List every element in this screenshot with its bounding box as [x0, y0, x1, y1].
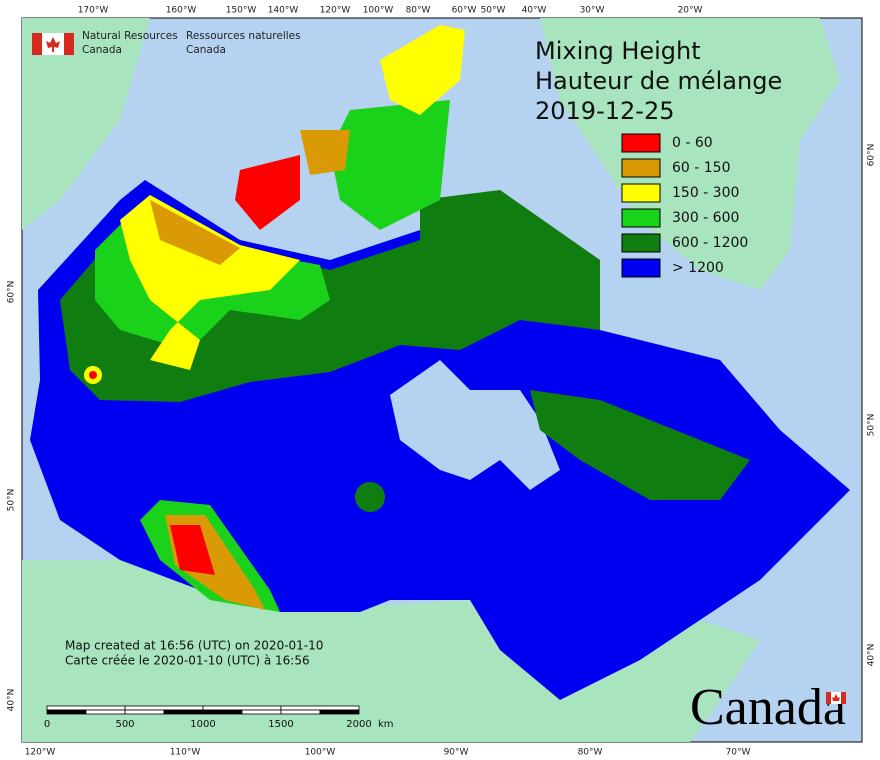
wordmark-flag [826, 692, 846, 704]
zone-area [89, 371, 97, 379]
scale-segment [124, 709, 165, 715]
legend: 0 - 60 60 - 150 150 - 300 300 - 600 600 - 12… [621, 133, 748, 278]
hudson-bay [390, 360, 560, 490]
zone-area [235, 155, 300, 230]
scale-label: 2000 [346, 719, 371, 730]
scale-segment [319, 709, 360, 715]
scale-segment [85, 709, 126, 715]
scale-segment [280, 709, 321, 715]
legend-swatch [621, 133, 661, 153]
graticule-label: 50°W [481, 6, 506, 16]
org-name: Canada [82, 44, 122, 56]
zone-area [530, 390, 750, 500]
org-name: Natural Resources [82, 30, 178, 42]
graticule-label: 100°W [305, 748, 336, 758]
legend-label: 600 - 1200 [672, 235, 748, 251]
scale-segment [163, 709, 204, 715]
scale-segment [46, 709, 87, 715]
graticule-label: 30°W [580, 6, 605, 16]
legend-label: 300 - 600 [672, 210, 739, 226]
zone-area [150, 200, 240, 265]
graticule-label: 170°W [78, 6, 109, 16]
graticule-label: 50°N [7, 489, 17, 512]
legend-swatch [621, 233, 661, 253]
scale-label: 0 [44, 719, 50, 730]
nrcan-flag [32, 33, 74, 55]
graticule-label: 110°W [170, 748, 201, 758]
graticule-label: 50°N [867, 414, 877, 437]
scale-segment [241, 709, 282, 715]
legend-swatch [621, 208, 661, 228]
note: Map created at 16:56 (UTC) on 2020-01-10 [65, 639, 323, 653]
scale-segment [46, 705, 126, 711]
graticule-label: 90°W [444, 748, 469, 758]
graticule-label: 120°W [320, 6, 351, 16]
graticule-label: 40°N [867, 644, 877, 667]
graticule-label: 40°N [7, 689, 17, 712]
graticule-label: 140°W [268, 6, 299, 16]
legend-label: 0 - 60 [672, 135, 713, 151]
scale-segment [202, 709, 243, 715]
us-land [22, 560, 760, 742]
zone-area [355, 482, 385, 512]
graticule-label: 120°W [25, 748, 56, 758]
org-name: Canada [186, 44, 226, 56]
note: Carte créée le 2020-01-10 (UTC) à 16:56 [65, 654, 310, 668]
graticule-label: 40°W [522, 6, 547, 16]
zone-area [300, 130, 350, 175]
graticule-label: 60°N [867, 144, 877, 167]
alaska-land [22, 18, 150, 230]
zone-area [380, 25, 465, 115]
scale-segment [202, 705, 282, 711]
graticule-label: 150°W [226, 6, 257, 16]
legend-label: 60 - 150 [672, 160, 731, 176]
scale-unit: km [378, 719, 394, 730]
map-date: 2019-12-25 [535, 97, 674, 125]
scale-label: 500 [115, 719, 134, 730]
graticule-label: 160°W [166, 6, 197, 16]
scale-segment [280, 705, 360, 711]
legend-label: 150 - 300 [672, 185, 739, 201]
legend-swatch [621, 183, 661, 203]
scale-label: 1500 [268, 719, 293, 730]
legend-swatch [621, 158, 661, 178]
graticule-label: 60°N [7, 281, 17, 304]
graticule-label: 60°W [452, 6, 477, 16]
graticule-label: 80°W [406, 6, 431, 16]
org-name: Ressources naturelles [186, 30, 301, 42]
map-title: Mixing Height [535, 37, 701, 65]
graticule-label: 20°W [678, 6, 703, 16]
graticule-label: 100°W [363, 6, 394, 16]
graticule-label: 80°W [578, 748, 603, 758]
scale-label: 1000 [190, 719, 215, 730]
zone-area [330, 100, 450, 230]
greenland-land [540, 18, 840, 290]
map-title: Hauteur de mélange [535, 67, 782, 95]
zone-area [420, 190, 600, 300]
zone-area [170, 525, 215, 575]
canada-wordmark: Canada [690, 679, 846, 736]
scale-segment [124, 705, 204, 711]
scale-bar: 0 500 1000 1500 2000 km [44, 705, 394, 730]
legend-label: > 1200 [672, 260, 724, 276]
legend-swatch [621, 258, 661, 278]
graticule-labels: 170°W 160°W 150°W 140°W 120°W 100°W 80°W 60°W 50… [7, 6, 877, 758]
graticule-label: 70°W [726, 748, 751, 758]
